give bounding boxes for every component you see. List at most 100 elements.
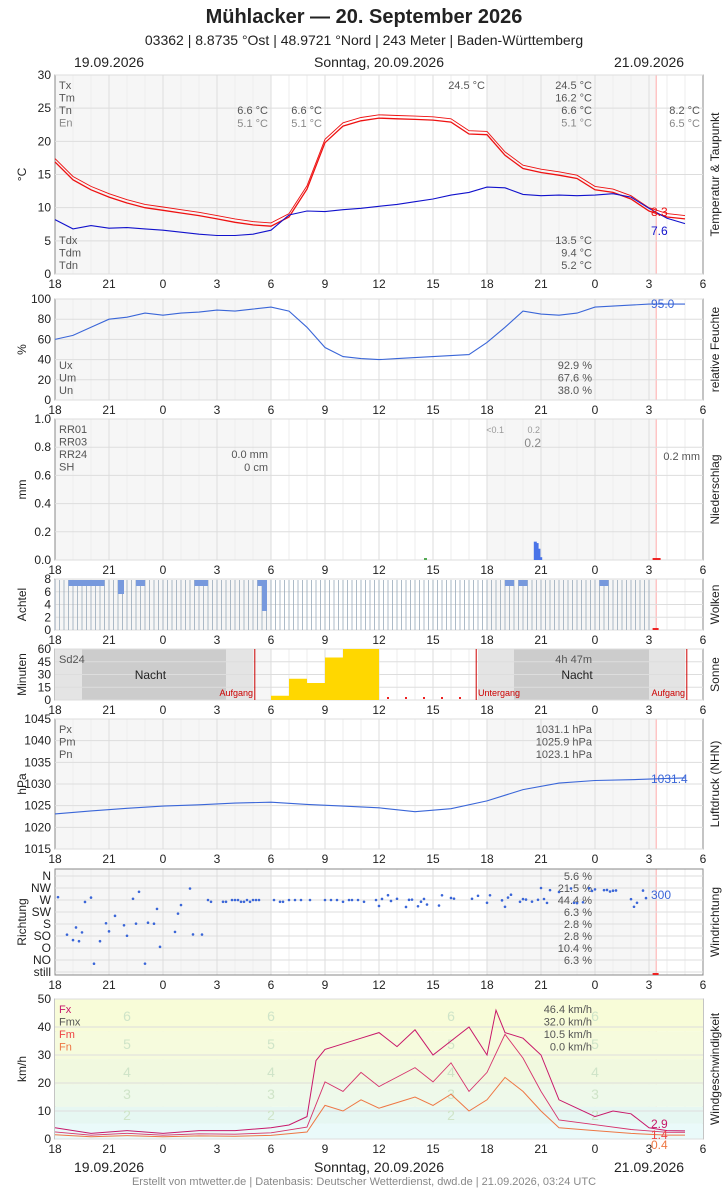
direction-point: [500, 899, 504, 902]
precip-rr24: 0.0 mm: [231, 449, 268, 461]
last-humidity: 95.0: [651, 297, 675, 311]
mean-line: [54, 1076, 685, 1138]
direction-point: [548, 888, 552, 892]
humidity-legend-label: Ux: [59, 360, 73, 372]
footer-date-left: 19.09.2026: [74, 1159, 145, 1175]
direction-point: [350, 898, 354, 902]
direction-point: [152, 922, 156, 925]
direction-percent: 2.8 %: [564, 919, 592, 931]
x-tick-label: 0: [160, 563, 167, 577]
direction-label: SO: [34, 929, 51, 943]
x-tick-label: 6: [268, 852, 275, 866]
x-tick-label: 18: [48, 852, 62, 866]
y-axis-label: °C: [15, 167, 29, 181]
x-tick-label: 6: [268, 277, 275, 291]
side-label: Luftdruck (NHN): [708, 741, 722, 828]
direction-percent: 44.4 %: [558, 895, 592, 907]
x-tick-label: 18: [480, 852, 494, 866]
direction-point: [329, 898, 333, 902]
direction-point: [356, 898, 360, 902]
pressure-legend-label: Px: [59, 724, 72, 736]
direction-point: [506, 896, 510, 899]
y-tick-label: 5: [44, 234, 51, 248]
x-tick-label: 15: [426, 703, 440, 717]
direction-label: W: [40, 893, 52, 907]
direction-point: [611, 889, 615, 893]
wind-legend-label: Fn: [59, 1042, 72, 1054]
temp-legend-label: En: [59, 118, 72, 130]
direction-point: [509, 893, 513, 897]
direction-point: [632, 905, 636, 909]
direction-point: [209, 900, 213, 904]
direction-point: [287, 898, 291, 902]
direction-point: [278, 900, 282, 904]
gust-line: [54, 1008, 686, 1134]
direction-point: [233, 898, 237, 902]
y-axis-label: Minuten: [15, 653, 29, 696]
temp-max-line: [54, 114, 686, 224]
day2-dew-stat: 13.5 °C: [555, 235, 592, 247]
direction-point: [557, 890, 561, 894]
y-tick-label: 40: [38, 353, 52, 367]
direction-point: [404, 905, 408, 909]
x-tick-label: 9: [322, 563, 329, 577]
x-tick-label: 18: [480, 978, 494, 992]
y-tick-label: 0.4: [34, 497, 51, 511]
night-tn: 6.6 °C: [291, 105, 322, 117]
beaufort-label: 4: [447, 1064, 455, 1080]
beaufort-label: 6: [447, 1008, 455, 1024]
beaufort-band: [55, 1084, 703, 1107]
direction-point: [92, 962, 96, 965]
direction-point: [191, 933, 195, 936]
side-label: Wolken: [708, 585, 722, 625]
x-tick-label: 9: [322, 852, 329, 866]
x-tick-label: 15: [426, 633, 440, 647]
direction-label: NW: [31, 881, 52, 895]
y-tick-label: 0.8: [34, 440, 51, 454]
beaufort-label: 4: [267, 1064, 275, 1080]
x-tick-label: 21: [102, 563, 116, 577]
temp-legend-label: Tm: [59, 93, 75, 105]
direction-point: [419, 900, 423, 904]
x-tick-label: 18: [48, 563, 62, 577]
direction-point: [239, 900, 243, 904]
direction-point: [65, 933, 69, 936]
x-tick-label: 21: [534, 633, 548, 647]
x-tick-label: 12: [372, 633, 386, 647]
x-tick-label: 6: [700, 1142, 707, 1156]
direction-point: [173, 930, 177, 934]
humidity-stat: 38.0 %: [558, 385, 592, 397]
y-tick-label: 20: [38, 373, 52, 387]
x-tick-label: 0: [160, 633, 167, 647]
direction-point: [503, 905, 507, 909]
x-tick-label: 15: [426, 852, 440, 866]
direction-point: [224, 900, 228, 904]
direction-point: [77, 939, 81, 943]
sun-bar: [289, 678, 307, 700]
direction-point: [602, 888, 606, 892]
direction-point: [470, 897, 474, 901]
wind-legend-label: Fm: [59, 1029, 75, 1041]
y-tick-label: 80: [38, 312, 52, 326]
y-tick-label: 30: [38, 1048, 52, 1062]
direction-point: [440, 893, 444, 897]
panel-future-bg: [656, 299, 703, 400]
direction-point: [587, 887, 591, 890]
temp-line: [54, 117, 686, 227]
direction-point: [89, 896, 93, 899]
x-tick-label: 3: [214, 978, 221, 992]
y-tick-label: 1030: [24, 777, 51, 791]
direction-label: N: [42, 869, 51, 883]
direction-point: [422, 897, 426, 901]
direction-point: [146, 921, 150, 925]
y-tick-label: 6: [44, 585, 51, 599]
side-label: Niederschlag: [708, 454, 722, 524]
x-tick-label: 6: [268, 633, 275, 647]
direction-point: [362, 900, 366, 904]
direction-point: [131, 897, 135, 901]
direction-point: [569, 887, 573, 890]
sun-marker: [423, 697, 425, 699]
wind-stat: 32.0 km/h: [544, 1017, 592, 1029]
x-tick-label: 12: [372, 978, 386, 992]
